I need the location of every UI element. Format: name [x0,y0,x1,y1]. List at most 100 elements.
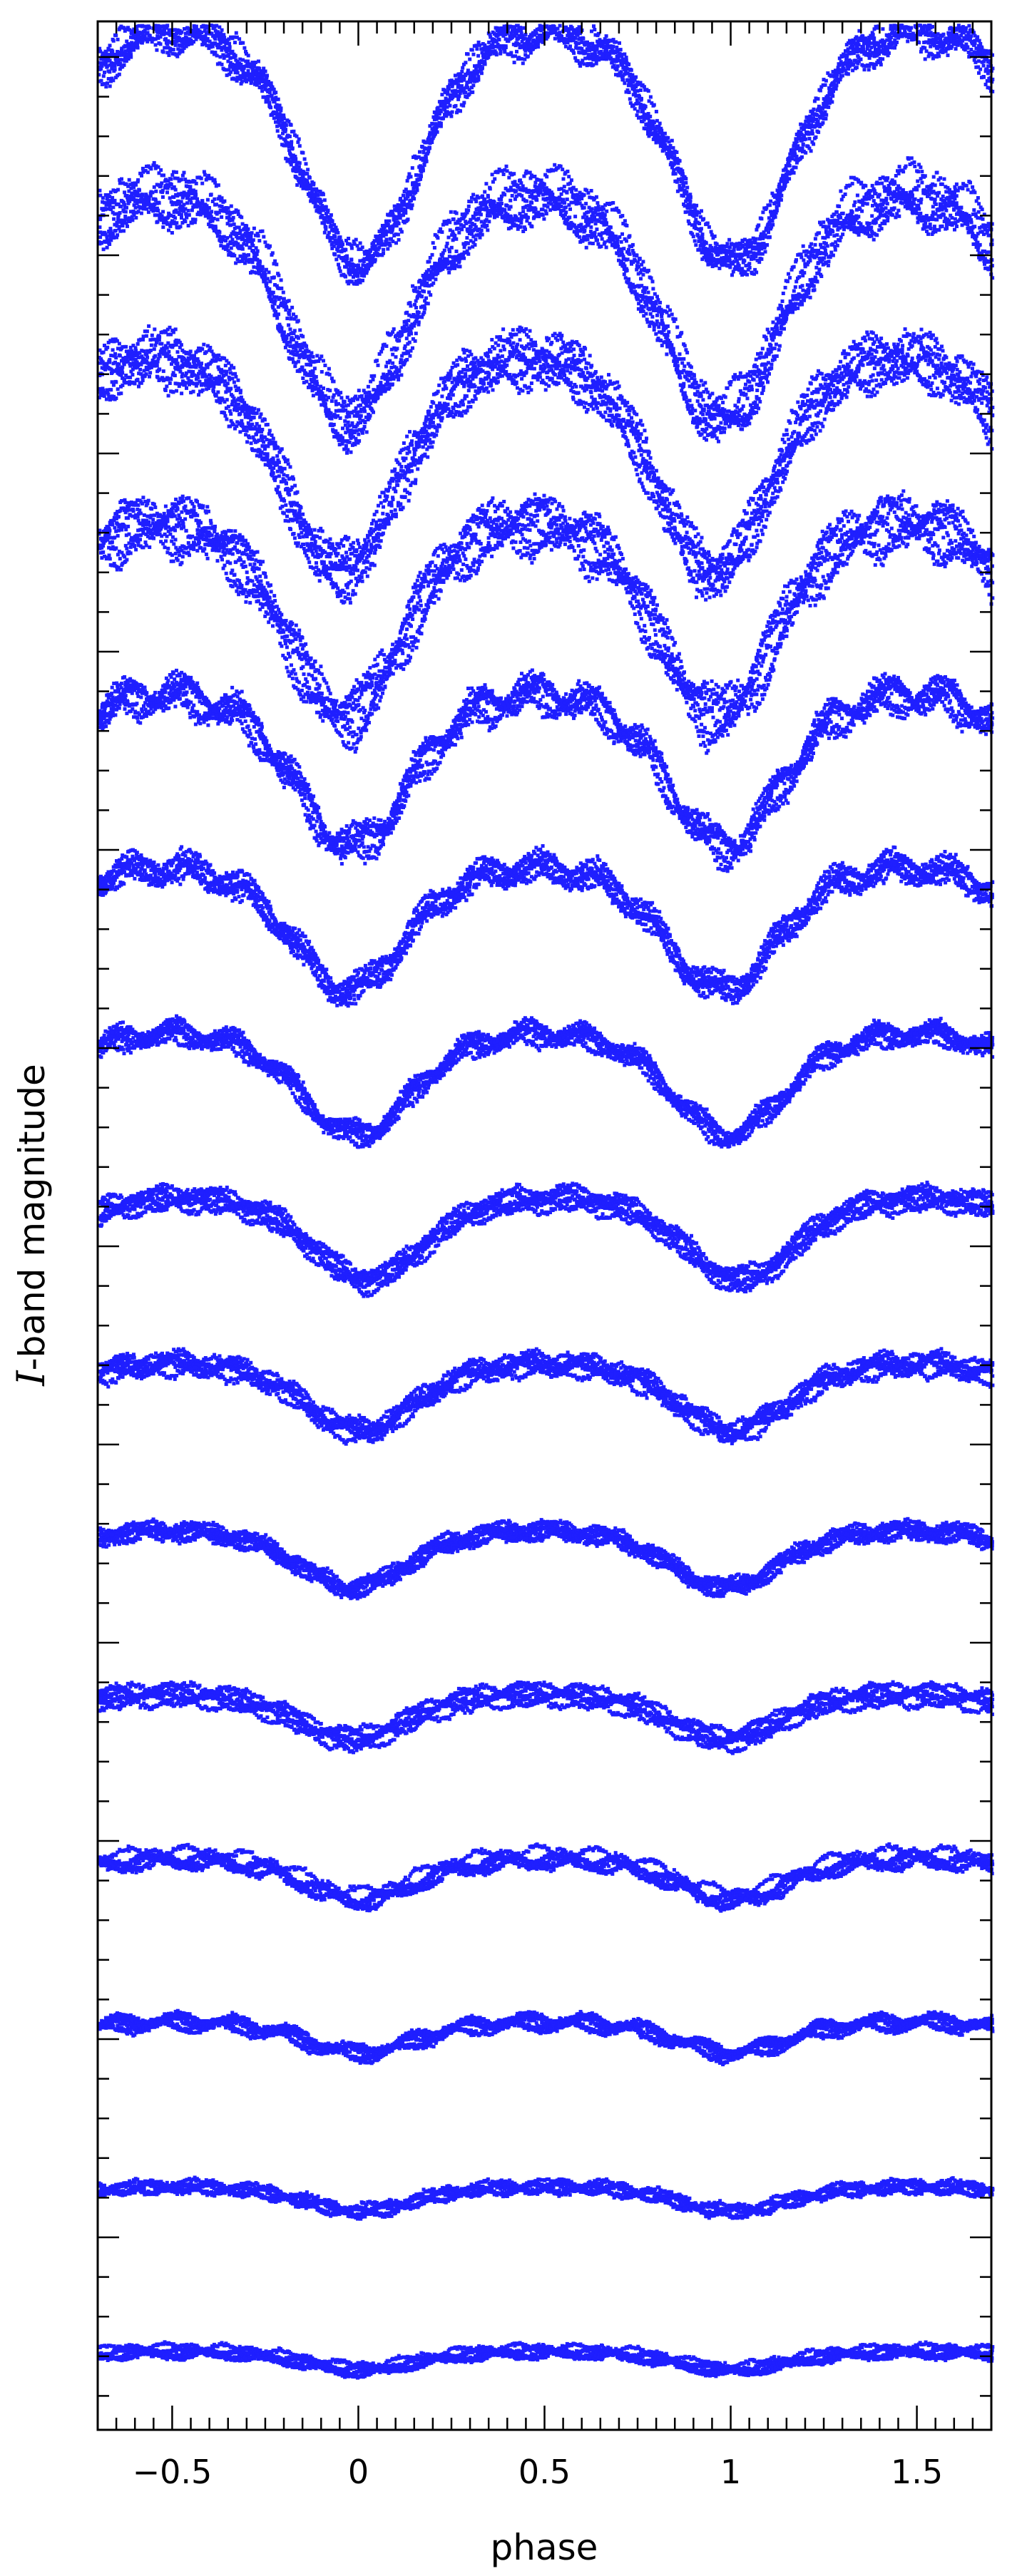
data-point [162,51,165,54]
data-point [581,37,585,41]
data-point [247,53,250,57]
data-point [154,43,158,47]
data-point [337,263,340,267]
data-point [409,175,413,178]
data-point [448,104,451,108]
data-point [428,146,431,150]
data-point [406,179,409,183]
data-point [586,41,589,44]
data-point [137,36,140,39]
data-point [352,263,355,267]
data-point [838,78,842,81]
data-point [707,225,711,229]
data-point [812,120,815,123]
data-point [402,194,405,197]
data-point [327,209,330,212]
data-point [391,240,394,243]
data-point [439,125,443,128]
data-point [137,24,140,28]
data-point [942,33,946,36]
data-point [290,140,293,143]
data-point [179,31,183,35]
data-point [349,258,353,262]
data-point [817,130,820,134]
data-point [628,97,632,101]
data-point [725,242,729,245]
data-point [215,54,219,58]
data-point [327,236,331,240]
data-point [331,220,334,223]
data-point [359,279,363,282]
data-point [692,235,695,238]
data-point [504,44,508,48]
data-point [475,79,479,83]
data-point [503,49,506,53]
data-point [462,101,466,105]
data-point [384,240,387,243]
data-point [225,40,229,43]
data-point [700,251,704,255]
data-point [241,41,245,45]
data-point [680,194,683,197]
data-point [344,248,347,252]
data-point [917,41,921,44]
data-point [670,139,674,143]
data-point [635,98,639,102]
data-point [280,106,283,110]
data-point [595,62,598,66]
data-point [653,103,656,107]
data-point [320,214,324,217]
data-point [459,109,462,113]
data-point [694,243,697,247]
data-point [165,24,169,27]
data-point [400,204,404,207]
data-point [512,29,516,33]
data-point [701,237,705,240]
data-point [330,247,334,250]
data-point [290,163,293,166]
data-point [167,53,170,57]
data-point [605,34,608,38]
data-point [125,59,128,63]
data-point [881,27,884,31]
data-point [761,210,765,214]
data-point [873,66,877,70]
data-point [454,90,457,93]
data-point [305,162,308,165]
data-point [615,68,619,71]
data-point [804,151,807,155]
data-point [257,60,260,63]
data-point [689,199,693,202]
data-point [978,68,982,71]
data-point [475,47,479,51]
data-point [821,121,824,125]
data-point [336,231,339,235]
data-point [700,209,703,212]
data-point [358,259,362,262]
data-point [334,257,338,261]
data-point [347,237,350,240]
data-point [175,31,178,35]
data-point [812,108,816,111]
data-point [412,197,416,200]
data-point [350,247,354,250]
data-point [499,50,503,53]
data-point [267,98,270,102]
data-point [339,235,342,239]
data-point [808,125,812,129]
data-point [129,53,133,56]
data-point [176,47,180,51]
data-point [693,240,697,243]
data-point [265,76,268,80]
data-point [768,235,772,239]
data-point [308,176,312,180]
data-point [844,68,847,72]
data-point [270,81,273,85]
data-point [618,41,621,45]
data-point [159,42,163,46]
data-point [287,158,291,161]
data-point [268,105,272,108]
data-point [698,247,702,251]
data-point [397,238,401,242]
data-point [841,74,844,78]
